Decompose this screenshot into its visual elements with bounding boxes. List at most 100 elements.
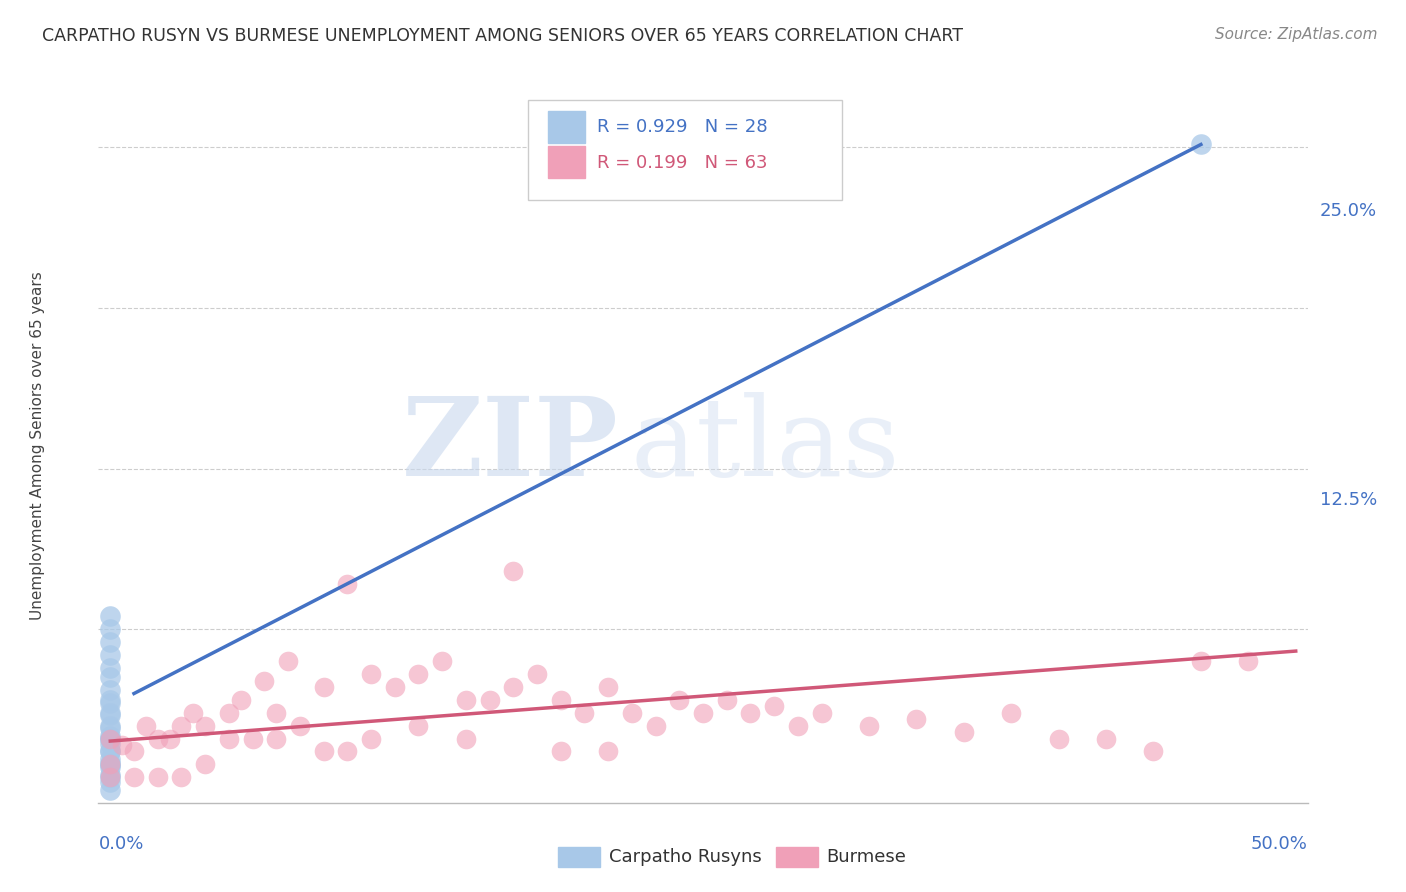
Point — [526, 667, 548, 681]
Point — [408, 719, 430, 733]
Point — [98, 757, 121, 772]
Text: R = 0.199   N = 63: R = 0.199 N = 63 — [596, 153, 768, 171]
Point — [312, 744, 335, 758]
Point — [98, 731, 121, 746]
Point — [242, 731, 264, 746]
Point — [122, 770, 145, 784]
Point — [336, 744, 359, 758]
Point — [360, 667, 382, 681]
Point — [229, 693, 252, 707]
Text: Carpatho Rusyns: Carpatho Rusyns — [609, 848, 762, 866]
Point — [1095, 731, 1118, 746]
Point — [98, 706, 121, 720]
Point — [194, 719, 217, 733]
Point — [620, 706, 643, 720]
Point — [98, 757, 121, 772]
Point — [218, 706, 240, 720]
Point — [111, 738, 134, 752]
Point — [98, 721, 121, 735]
Point — [159, 731, 181, 746]
Point — [98, 783, 121, 797]
Point — [98, 744, 121, 758]
Point — [550, 693, 572, 707]
Point — [98, 770, 121, 784]
Point — [336, 577, 359, 591]
Point — [98, 622, 121, 636]
Point — [786, 719, 808, 733]
Text: 0.0%: 0.0% — [98, 835, 143, 853]
Point — [668, 693, 690, 707]
Text: CARPATHO RUSYN VS BURMESE UNEMPLOYMENT AMONG SENIORS OVER 65 YEARS CORRELATION C: CARPATHO RUSYN VS BURMESE UNEMPLOYMENT A… — [42, 27, 963, 45]
Point — [98, 752, 121, 766]
Point — [264, 706, 287, 720]
Point — [952, 725, 974, 739]
Point — [98, 767, 121, 781]
Point — [98, 635, 121, 649]
Point — [1189, 137, 1212, 152]
Point — [98, 609, 121, 624]
Point — [692, 706, 714, 720]
Point — [858, 719, 880, 733]
Point — [181, 706, 204, 720]
Point — [384, 680, 406, 694]
Bar — [776, 847, 818, 867]
Point — [1047, 731, 1070, 746]
Point — [408, 667, 430, 681]
Point — [146, 770, 169, 784]
Point — [502, 680, 524, 694]
Point — [644, 719, 666, 733]
Point — [716, 693, 738, 707]
Point — [98, 696, 121, 710]
Point — [454, 693, 477, 707]
Point — [122, 744, 145, 758]
Point — [98, 757, 121, 772]
Point — [905, 712, 928, 726]
Text: Source: ZipAtlas.com: Source: ZipAtlas.com — [1215, 27, 1378, 42]
Text: ZIP: ZIP — [402, 392, 619, 500]
Point — [98, 682, 121, 697]
Point — [98, 760, 121, 774]
Point — [98, 670, 121, 684]
Point — [170, 770, 193, 784]
Point — [1237, 654, 1260, 668]
Point — [574, 706, 596, 720]
Point — [264, 731, 287, 746]
Point — [98, 731, 121, 746]
Bar — [548, 146, 585, 178]
Point — [98, 708, 121, 723]
Point — [98, 719, 121, 733]
Point — [763, 699, 786, 714]
Point — [98, 744, 121, 758]
Text: atlas: atlas — [630, 392, 900, 500]
Bar — [558, 847, 600, 867]
Point — [288, 719, 311, 733]
Text: R = 0.929   N = 28: R = 0.929 N = 28 — [596, 118, 768, 136]
Point — [1189, 654, 1212, 668]
Text: 12.5%: 12.5% — [1320, 491, 1376, 509]
Point — [454, 731, 477, 746]
Point — [810, 706, 832, 720]
Text: Burmese: Burmese — [827, 848, 907, 866]
Point — [478, 693, 501, 707]
Point — [312, 680, 335, 694]
Point — [170, 719, 193, 733]
Point — [135, 719, 157, 733]
Point — [98, 661, 121, 675]
Point — [98, 731, 121, 746]
Text: Unemployment Among Seniors over 65 years: Unemployment Among Seniors over 65 years — [31, 272, 45, 620]
Bar — [548, 111, 585, 143]
Point — [550, 744, 572, 758]
Point — [277, 654, 299, 668]
Point — [98, 693, 121, 707]
Text: 25.0%: 25.0% — [1320, 202, 1376, 219]
Point — [1142, 744, 1164, 758]
Point — [98, 729, 121, 743]
Point — [598, 680, 620, 694]
Point — [194, 757, 217, 772]
Point — [218, 731, 240, 746]
Point — [1000, 706, 1022, 720]
Point — [360, 731, 382, 746]
FancyBboxPatch shape — [527, 100, 842, 200]
Point — [98, 775, 121, 789]
Point — [502, 565, 524, 579]
